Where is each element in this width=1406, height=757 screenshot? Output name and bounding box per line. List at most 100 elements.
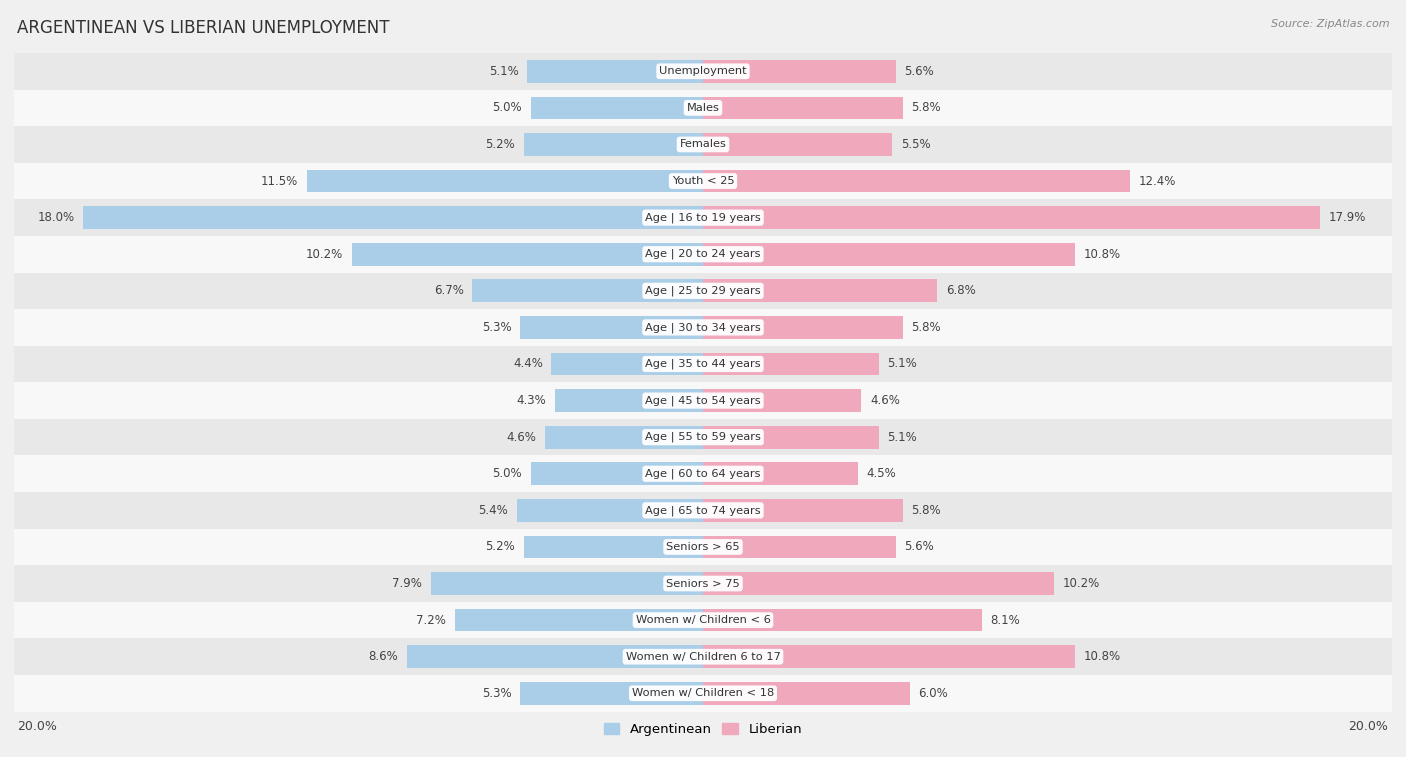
- Bar: [472, 279, 703, 302]
- Bar: [524, 133, 703, 156]
- Bar: [14, 273, 1392, 309]
- Bar: [307, 170, 703, 192]
- Bar: [14, 565, 1392, 602]
- Text: 5.1%: 5.1%: [489, 65, 519, 78]
- Bar: [703, 279, 938, 302]
- Bar: [703, 316, 903, 338]
- Text: 5.0%: 5.0%: [492, 101, 522, 114]
- Bar: [555, 389, 703, 412]
- Text: 18.0%: 18.0%: [37, 211, 75, 224]
- Bar: [14, 309, 1392, 346]
- Bar: [703, 646, 1076, 668]
- Text: Seniors > 75: Seniors > 75: [666, 578, 740, 588]
- Bar: [703, 536, 896, 558]
- Bar: [14, 236, 1392, 273]
- Bar: [352, 243, 703, 266]
- Text: Women w/ Children < 6: Women w/ Children < 6: [636, 615, 770, 625]
- Bar: [703, 97, 903, 119]
- Bar: [551, 353, 703, 375]
- Text: Source: ZipAtlas.com: Source: ZipAtlas.com: [1271, 19, 1389, 29]
- Bar: [703, 463, 858, 485]
- Bar: [531, 463, 703, 485]
- Text: 12.4%: 12.4%: [1139, 175, 1177, 188]
- Text: Age | 25 to 29 years: Age | 25 to 29 years: [645, 285, 761, 296]
- Text: 10.8%: 10.8%: [1084, 248, 1121, 260]
- Bar: [703, 499, 903, 522]
- Text: Age | 35 to 44 years: Age | 35 to 44 years: [645, 359, 761, 369]
- Bar: [14, 199, 1392, 236]
- Text: 5.8%: 5.8%: [911, 101, 941, 114]
- Bar: [14, 163, 1392, 199]
- Text: Women w/ Children < 18: Women w/ Children < 18: [631, 688, 775, 698]
- Bar: [406, 646, 703, 668]
- Text: 5.2%: 5.2%: [485, 540, 515, 553]
- Text: 8.1%: 8.1%: [991, 614, 1021, 627]
- Bar: [703, 170, 1130, 192]
- Bar: [703, 207, 1320, 229]
- Text: 5.6%: 5.6%: [904, 65, 934, 78]
- Bar: [14, 456, 1392, 492]
- Text: Unemployment: Unemployment: [659, 67, 747, 76]
- Text: Age | 20 to 24 years: Age | 20 to 24 years: [645, 249, 761, 260]
- Text: 5.3%: 5.3%: [482, 321, 512, 334]
- Text: 4.4%: 4.4%: [513, 357, 543, 370]
- Text: 5.1%: 5.1%: [887, 357, 917, 370]
- Text: Youth < 25: Youth < 25: [672, 176, 734, 186]
- Bar: [527, 60, 703, 83]
- Bar: [14, 126, 1392, 163]
- Bar: [14, 528, 1392, 565]
- Text: 5.5%: 5.5%: [901, 138, 931, 151]
- Bar: [14, 638, 1392, 675]
- Bar: [524, 536, 703, 558]
- Text: 4.5%: 4.5%: [866, 467, 897, 480]
- Text: 5.8%: 5.8%: [911, 321, 941, 334]
- Text: 10.8%: 10.8%: [1084, 650, 1121, 663]
- Bar: [456, 609, 703, 631]
- Text: 10.2%: 10.2%: [1063, 577, 1101, 590]
- Text: 5.6%: 5.6%: [904, 540, 934, 553]
- Text: Age | 45 to 54 years: Age | 45 to 54 years: [645, 395, 761, 406]
- Text: 7.2%: 7.2%: [416, 614, 446, 627]
- Text: ARGENTINEAN VS LIBERIAN UNEMPLOYMENT: ARGENTINEAN VS LIBERIAN UNEMPLOYMENT: [17, 19, 389, 37]
- Bar: [703, 426, 879, 448]
- Text: 5.0%: 5.0%: [492, 467, 522, 480]
- Bar: [703, 243, 1076, 266]
- Text: 5.3%: 5.3%: [482, 687, 512, 699]
- Bar: [703, 609, 981, 631]
- Text: 5.4%: 5.4%: [478, 504, 509, 517]
- Bar: [14, 492, 1392, 528]
- Bar: [14, 419, 1392, 456]
- Text: Age | 16 to 19 years: Age | 16 to 19 years: [645, 213, 761, 223]
- Bar: [703, 389, 862, 412]
- Text: Women w/ Children 6 to 17: Women w/ Children 6 to 17: [626, 652, 780, 662]
- Text: 6.0%: 6.0%: [918, 687, 948, 699]
- Bar: [83, 207, 703, 229]
- Bar: [531, 97, 703, 119]
- Text: 4.3%: 4.3%: [516, 394, 547, 407]
- Bar: [703, 682, 910, 705]
- Text: 7.9%: 7.9%: [392, 577, 422, 590]
- Bar: [14, 675, 1392, 712]
- Text: 20.0%: 20.0%: [17, 720, 58, 733]
- Text: Males: Males: [686, 103, 720, 113]
- Text: 5.1%: 5.1%: [887, 431, 917, 444]
- Legend: Argentinean, Liberian: Argentinean, Liberian: [598, 717, 808, 741]
- Bar: [14, 382, 1392, 419]
- Text: 5.8%: 5.8%: [911, 504, 941, 517]
- Text: 6.7%: 6.7%: [433, 285, 464, 298]
- Bar: [14, 346, 1392, 382]
- Bar: [703, 353, 879, 375]
- Text: Seniors > 65: Seniors > 65: [666, 542, 740, 552]
- Bar: [430, 572, 703, 595]
- Text: 20.0%: 20.0%: [1348, 720, 1389, 733]
- Text: Age | 65 to 74 years: Age | 65 to 74 years: [645, 505, 761, 516]
- Text: 4.6%: 4.6%: [506, 431, 536, 444]
- Bar: [703, 572, 1054, 595]
- Text: Age | 55 to 59 years: Age | 55 to 59 years: [645, 432, 761, 442]
- Text: 6.8%: 6.8%: [946, 285, 976, 298]
- Text: 17.9%: 17.9%: [1329, 211, 1365, 224]
- Text: 5.2%: 5.2%: [485, 138, 515, 151]
- Text: 4.6%: 4.6%: [870, 394, 900, 407]
- Text: 8.6%: 8.6%: [368, 650, 398, 663]
- Bar: [14, 53, 1392, 89]
